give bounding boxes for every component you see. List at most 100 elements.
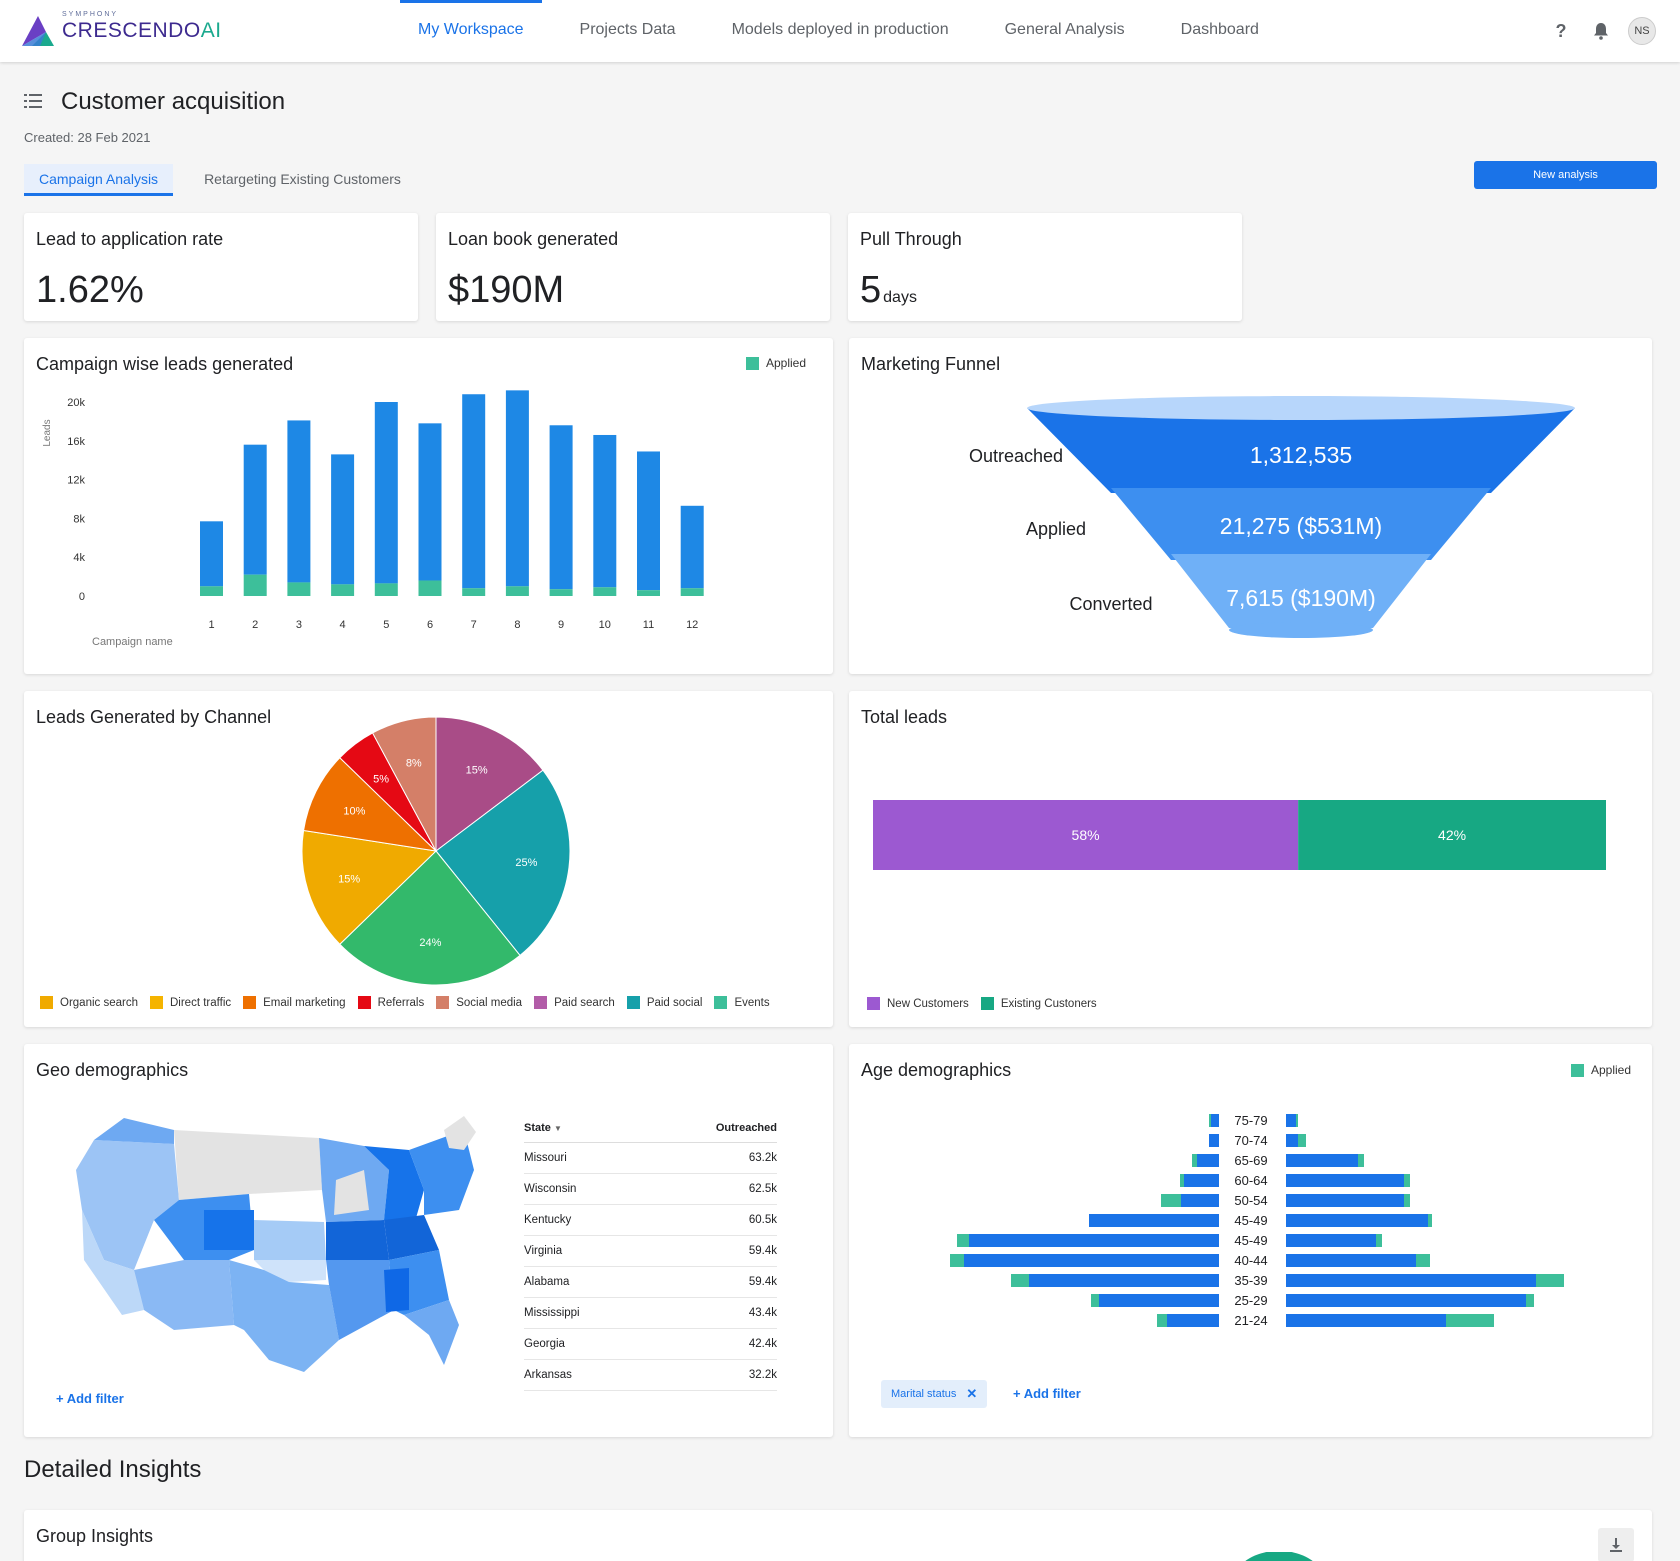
bar-applied[interactable]	[680, 588, 704, 596]
nav-models-deployed[interactable]: Models deployed in production	[731, 21, 949, 38]
pie-slice[interactable]	[303, 757, 438, 852]
bar-applied[interactable]	[287, 582, 311, 596]
bar-applied[interactable]	[549, 589, 573, 596]
bar-woman-applied[interactable]	[1404, 1174, 1410, 1187]
bar-man[interactable]	[1184, 1174, 1219, 1187]
bar-woman[interactable]	[1286, 1194, 1404, 1207]
pie-slice[interactable]	[435, 716, 544, 853]
bar-leads[interactable]	[462, 394, 486, 589]
bar-man[interactable]	[1029, 1274, 1219, 1287]
bar-woman-applied[interactable]	[1428, 1214, 1432, 1227]
bar-woman[interactable]	[1286, 1114, 1296, 1127]
pie-slice[interactable]	[371, 716, 437, 852]
col-outreached-header[interactable]: Outreached	[644, 1114, 777, 1143]
us-map[interactable]	[64, 1110, 484, 1390]
bar-man-applied[interactable]	[1209, 1114, 1211, 1127]
bar-leads[interactable]	[287, 420, 311, 583]
pie-slice[interactable]	[339, 850, 521, 986]
nav-general-analysis[interactable]: General Analysis	[1004, 21, 1125, 38]
bar-woman[interactable]	[1286, 1154, 1358, 1167]
bar-woman[interactable]	[1286, 1134, 1298, 1147]
bar-man-applied[interactable]	[950, 1254, 964, 1267]
bar-woman-applied[interactable]	[1416, 1254, 1430, 1267]
sort-down-icon[interactable]: ▼	[553, 1123, 562, 1133]
bar-man-applied[interactable]	[1011, 1274, 1029, 1287]
bar-leads[interactable]	[637, 451, 660, 591]
list-menu-icon[interactable]	[24, 93, 42, 109]
bar-applied[interactable]	[200, 586, 223, 596]
bar-woman-applied[interactable]	[1446, 1314, 1494, 1327]
bar-leads[interactable]	[418, 423, 442, 581]
stack-segment[interactable]	[873, 800, 1299, 870]
bar-woman[interactable]	[1286, 1234, 1376, 1247]
new-analysis-button[interactable]: New analysis	[1474, 161, 1657, 189]
table-row[interactable]: Wisconsin 62.5k	[524, 1173, 777, 1205]
nav-projects-data[interactable]: Projects Data	[579, 21, 676, 38]
table-row[interactable]: Kentucky 60.5k	[524, 1204, 777, 1236]
bar-man-applied[interactable]	[1157, 1314, 1167, 1327]
funnel-stage[interactable]	[1111, 488, 1491, 560]
bar-applied[interactable]	[331, 584, 355, 596]
bar-man[interactable]	[1181, 1194, 1219, 1207]
bar-woman-applied[interactable]	[1526, 1294, 1534, 1307]
funnel-stage[interactable]	[1171, 554, 1431, 628]
bar-woman-applied[interactable]	[1536, 1274, 1564, 1287]
bar-leads[interactable]	[331, 454, 355, 585]
pie-slice[interactable]	[301, 829, 438, 945]
bar-woman[interactable]	[1286, 1214, 1428, 1227]
bar-man-applied[interactable]	[1180, 1174, 1184, 1187]
bar-man[interactable]	[969, 1234, 1219, 1247]
bar-woman-applied[interactable]	[1404, 1194, 1410, 1207]
bar-leads[interactable]	[680, 505, 704, 589]
table-row[interactable]: Virginia 59.4k	[524, 1235, 777, 1267]
bar-man[interactable]	[1209, 1134, 1219, 1147]
bar-man[interactable]	[1211, 1114, 1219, 1127]
bar-woman-applied[interactable]	[1376, 1234, 1382, 1247]
bar-woman[interactable]	[1286, 1174, 1404, 1187]
col-state-header[interactable]: State ▼	[524, 1114, 645, 1143]
bar-leads[interactable]	[243, 444, 267, 575]
nav-my-workspace[interactable]: My Workspace	[390, 0, 552, 62]
marital-status-filter-chip[interactable]: Marital status ✕	[881, 1380, 988, 1408]
bar-applied[interactable]	[243, 574, 267, 596]
help-icon[interactable]: ?	[1555, 20, 1567, 41]
bar-man[interactable]	[1099, 1294, 1219, 1307]
bar-applied[interactable]	[593, 587, 617, 596]
bar-leads[interactable]	[549, 425, 573, 590]
tab-campaign-analysis[interactable]: Campaign Analysis	[24, 164, 174, 196]
table-row[interactable]: Alabama 59.4k	[524, 1266, 777, 1298]
bar-applied[interactable]	[374, 583, 398, 596]
bell-icon[interactable]	[1588, 18, 1614, 44]
bar-applied[interactable]	[637, 590, 660, 596]
bar-man[interactable]	[1197, 1154, 1219, 1167]
bar-applied[interactable]	[418, 580, 442, 596]
bar-woman[interactable]	[1286, 1294, 1526, 1307]
bar-man[interactable]	[964, 1254, 1219, 1267]
bar-woman-applied[interactable]	[1296, 1114, 1298, 1127]
bar-woman-applied[interactable]	[1298, 1134, 1306, 1147]
bar-man[interactable]	[1167, 1314, 1219, 1327]
bar-leads[interactable]	[505, 390, 529, 587]
bar-woman-applied[interactable]	[1358, 1154, 1364, 1167]
bar-man-applied[interactable]	[1161, 1194, 1181, 1207]
bar-leads[interactable]	[593, 434, 617, 588]
logo[interactable]: SYMPHONY CRESCENDOAI	[20, 11, 222, 48]
stack-segment[interactable]	[1298, 800, 1606, 870]
bar-man[interactable]	[1089, 1214, 1219, 1227]
bar-leads[interactable]	[200, 521, 223, 587]
bar-woman[interactable]	[1286, 1274, 1536, 1287]
table-row[interactable]: Arkansas 32.2k	[524, 1359, 777, 1391]
bar-applied[interactable]	[505, 586, 529, 596]
age-add-filter-button[interactable]: + Add filter	[1013, 1386, 1081, 1401]
table-row[interactable]: Mississippi 43.4k	[524, 1297, 777, 1329]
bar-leads[interactable]	[374, 402, 398, 584]
bar-woman[interactable]	[1286, 1254, 1416, 1267]
bar-man-applied[interactable]	[957, 1234, 969, 1247]
bar-applied[interactable]	[462, 588, 486, 596]
funnel-stage[interactable]	[1027, 408, 1575, 493]
bar-man-applied[interactable]	[1192, 1154, 1197, 1167]
avatar[interactable]: NS	[1628, 17, 1656, 45]
nav-dashboard[interactable]: Dashboard	[1180, 21, 1259, 38]
table-row[interactable]: Georgia 42.4k	[524, 1328, 777, 1360]
tab-retargeting[interactable]: Retargeting Existing Customers	[204, 171, 401, 187]
